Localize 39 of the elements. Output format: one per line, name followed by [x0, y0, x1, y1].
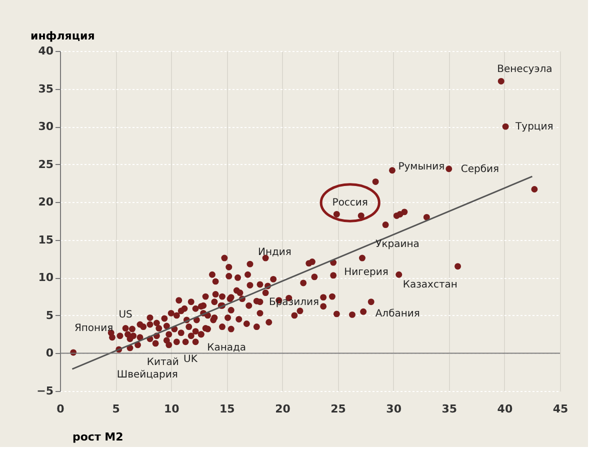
y-tick-label: 5 — [46, 308, 54, 322]
annotation: Турция — [514, 122, 554, 133]
y-tick-label: −5 — [36, 384, 54, 398]
x-tick-label: 10 — [164, 402, 180, 416]
x-tick-label: 30 — [386, 402, 402, 416]
annotation: Сербия — [460, 164, 500, 175]
annotation: Канада — [207, 342, 246, 354]
y-tick-label: 15 — [38, 233, 54, 246]
annotation: Индия — [258, 247, 292, 258]
x-tick-label: 20 — [275, 402, 291, 416]
annotation: UK — [184, 354, 198, 365]
annotation: Албания — [375, 308, 420, 320]
annotation: Румыния — [398, 161, 445, 172]
annotation: Венесуэла — [497, 64, 552, 76]
y-tick-label: 40 — [38, 44, 54, 58]
x-tick-label: 0 — [56, 402, 65, 416]
annotation: Россия — [332, 198, 368, 209]
y-tick-label: 25 — [38, 158, 54, 171]
annotation: Нигерия — [344, 267, 388, 278]
y-tick-label: 35 — [38, 82, 54, 96]
x-tick-label: 15 — [220, 402, 235, 416]
x-tick-label: 25 — [330, 402, 346, 416]
y-tick-label: 0 — [46, 346, 54, 360]
annotation: US — [118, 309, 132, 320]
x-tick-label: 35 — [442, 402, 458, 416]
y-tick-label: 20 — [38, 196, 54, 209]
x-tick-label: 5 — [112, 402, 120, 416]
annotation: Япония — [74, 322, 114, 334]
x-tick-label: 40 — [497, 402, 513, 416]
y-tick-label: 10 — [38, 271, 54, 284]
annotation: Бразилия — [268, 296, 320, 308]
annotation: Украина — [376, 238, 420, 250]
x-axis-title: рост M2 — [72, 430, 124, 444]
x-tick-label: 45 — [552, 402, 568, 416]
y-tick-label: 30 — [38, 120, 54, 134]
annotation: Казахстан — [402, 280, 458, 291]
y-axis-title: инфляция — [30, 30, 95, 42]
annotation: Швейцария — [116, 369, 178, 380]
annotation: Китай — [146, 356, 179, 368]
